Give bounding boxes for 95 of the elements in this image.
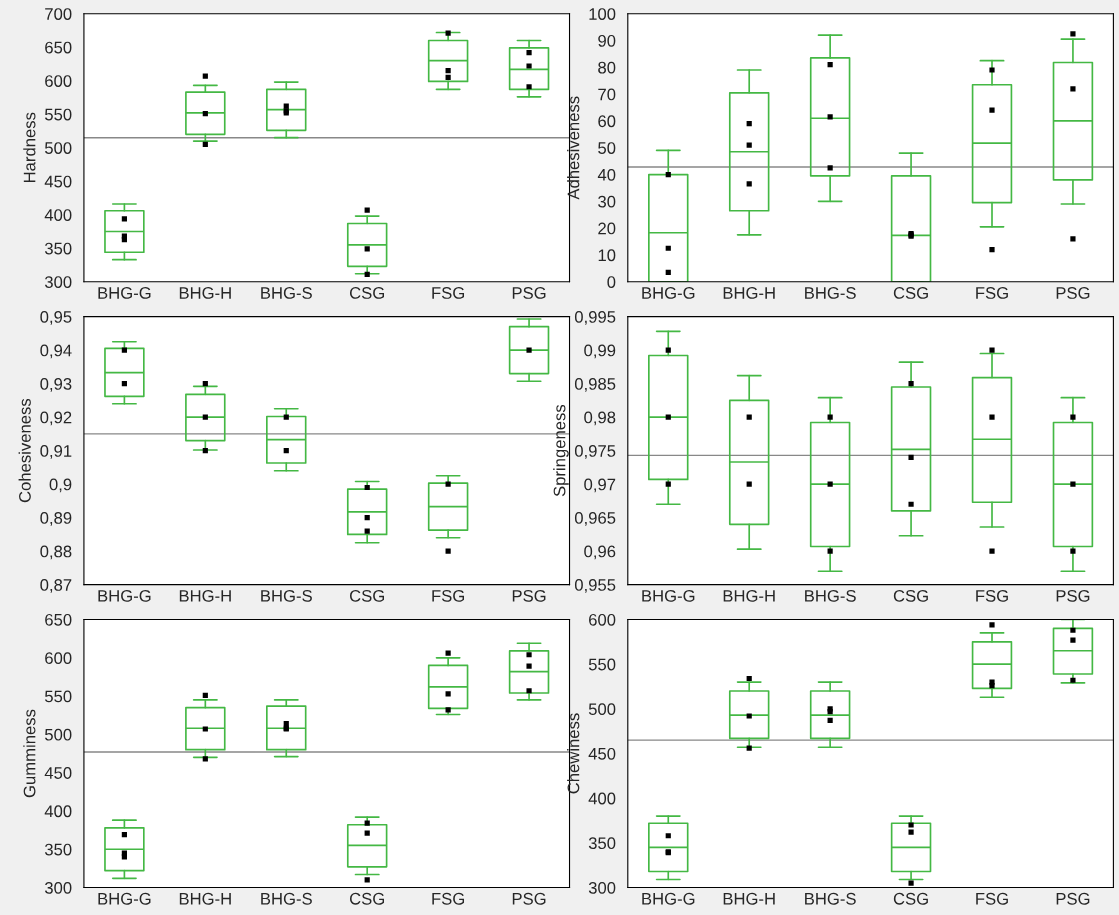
- y-tick-label: 0,96: [584, 545, 616, 560]
- y-tick-label: 50: [598, 142, 616, 154]
- x-tick-label: BHG-G: [98, 892, 151, 905]
- y-tick-label: 0,94: [40, 344, 72, 359]
- x-tick-label: PSG: [512, 287, 546, 299]
- y-tick-label: 90: [598, 34, 616, 47]
- y-tick-label: 350: [44, 242, 72, 255]
- x-tick-label: BHG-H: [179, 589, 231, 602]
- y-tick-label: 300: [44, 881, 72, 894]
- y-tick-label: 10: [598, 249, 616, 262]
- x-tick-label: CSG: [349, 589, 385, 602]
- y-tick-label: 0,985: [574, 378, 616, 392]
- x-tick-label: CSG: [893, 287, 928, 299]
- y-tick-label: 600: [45, 652, 72, 664]
- y-tick-label: 30: [598, 195, 616, 208]
- x-tick-label: PSG: [1056, 892, 1090, 905]
- y-tick-label: 0,87: [40, 579, 72, 593]
- y-tick-label: 0,98: [584, 411, 616, 426]
- y-tick-label: 650: [45, 41, 72, 54]
- y-tick-label: 350: [588, 837, 616, 850]
- x-tick-label: BHG-H: [179, 287, 231, 299]
- x-tick-label: BHG-G: [642, 287, 695, 299]
- y-tick-label: 700: [45, 8, 72, 20]
- y-tick-label: 300: [588, 881, 616, 894]
- y-tick-label: 0,975: [574, 445, 616, 459]
- x-tick-label: BHG-G: [642, 892, 695, 905]
- y-tick-label: 0,99: [584, 344, 616, 359]
- x-tick-label: BHG-G: [98, 287, 151, 299]
- x-tick-label: BHG-S: [805, 892, 856, 905]
- y-tick-label: 400: [44, 805, 72, 818]
- x-tick-label: CSG: [893, 589, 928, 602]
- x-tick-label: FSG: [432, 892, 465, 905]
- y-axis-title: Chewiness: [567, 713, 580, 794]
- y-tick-label: 0,91: [40, 445, 72, 459]
- y-tick-label: 300: [44, 276, 72, 288]
- y-tick-label: 450: [44, 175, 72, 188]
- y-tick-label: 70: [598, 88, 616, 101]
- y-tick-label: 500: [44, 142, 72, 154]
- y-tick-label: 0,95: [40, 311, 72, 325]
- x-tick-label: PSG: [1056, 287, 1090, 299]
- y-tick-label: 500: [44, 728, 72, 741]
- y-axis-title: Springeness: [553, 404, 569, 497]
- x-tick-label: PSG: [512, 892, 546, 905]
- y-tick-label: 0,97: [584, 478, 616, 493]
- y-tick-label: 350: [44, 843, 72, 856]
- y-axis-title: Gumminess: [23, 709, 36, 798]
- y-tick-label: 60: [598, 115, 616, 128]
- x-tick-label: BHG-H: [179, 892, 231, 905]
- x-tick-label: CSG: [349, 287, 385, 299]
- y-tick-label: 0,955: [574, 579, 616, 593]
- x-tick-label: FSG: [976, 892, 1008, 905]
- x-tick-label: BHG-S: [261, 892, 312, 905]
- y-tick-label: 100: [589, 8, 616, 20]
- y-tick-label: 450: [588, 747, 616, 760]
- y-tick-label: 550: [44, 108, 72, 121]
- x-tick-label: PSG: [512, 589, 546, 602]
- y-tick-label: 0,965: [574, 512, 616, 526]
- y-tick-label: 500: [588, 703, 616, 716]
- y-tick-label: 550: [44, 690, 72, 703]
- x-tick-label: BHG-S: [261, 287, 312, 299]
- y-tick-label: 0,9: [49, 478, 72, 493]
- x-tick-label: FSG: [432, 287, 465, 299]
- x-tick-label: CSG: [349, 892, 385, 905]
- x-tick-label: BHG-H: [723, 287, 775, 299]
- y-axis-title: Adhesiveness: [567, 96, 580, 200]
- y-axis-title: Hardness: [23, 112, 36, 183]
- y-tick-label: 0,88: [40, 545, 72, 560]
- y-tick-label: 0,92: [40, 411, 72, 426]
- y-tick-label: 400: [588, 792, 616, 805]
- x-tick-label: BHG-S: [261, 589, 312, 602]
- y-tick-label: 0,995: [574, 311, 616, 325]
- x-tick-label: CSG: [893, 892, 928, 905]
- y-tick-label: 20: [598, 222, 616, 235]
- y-axis-title: Cohesiveness: [18, 398, 31, 503]
- y-tick-label: 600: [45, 75, 72, 87]
- x-tick-label: PSG: [1056, 589, 1090, 602]
- x-tick-label: BHG-G: [98, 589, 151, 602]
- x-tick-label: BHG-H: [723, 589, 775, 602]
- y-tick-label: 0: [607, 276, 616, 288]
- x-tick-label: BHG-S: [805, 589, 856, 602]
- x-tick-label: BHG-S: [805, 287, 856, 299]
- x-tick-label: BHG-G: [642, 589, 695, 602]
- x-tick-label: FSG: [432, 589, 465, 602]
- y-tick-label: 600: [589, 613, 616, 626]
- y-tick-label: 80: [598, 61, 616, 74]
- x-tick-label: FSG: [976, 589, 1008, 602]
- y-tick-label: 40: [597, 168, 616, 181]
- y-tick-label: 550: [588, 658, 616, 671]
- y-tick-label: 650: [45, 613, 72, 626]
- y-tick-label: 0,89: [40, 512, 72, 526]
- y-tick-label: 0,93: [40, 378, 72, 392]
- x-tick-label: FSG: [976, 287, 1008, 299]
- x-tick-label: BHG-H: [723, 892, 775, 905]
- y-tick-label: 400: [44, 209, 72, 221]
- y-tick-label: 450: [44, 767, 72, 779]
